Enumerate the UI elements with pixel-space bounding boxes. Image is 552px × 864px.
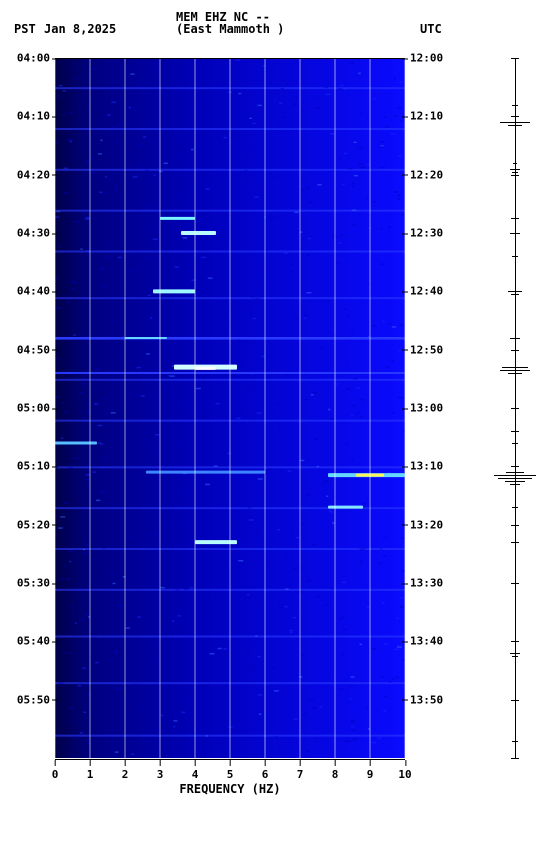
x-tick: 0 bbox=[52, 768, 59, 781]
spectrogram-plot bbox=[55, 58, 405, 758]
spectrogram-canvas bbox=[55, 58, 405, 758]
y-right-tick: 13:10 bbox=[410, 460, 460, 473]
trace-spike bbox=[511, 294, 519, 295]
trace-spike bbox=[502, 367, 528, 368]
trace-spike bbox=[512, 105, 518, 106]
x-tick: 8 bbox=[332, 768, 339, 781]
trace-tick bbox=[511, 700, 519, 701]
y-right-tick: 12:10 bbox=[410, 110, 460, 123]
trace-tick bbox=[511, 233, 519, 234]
trace-spike bbox=[511, 542, 519, 543]
x-tick: 9 bbox=[367, 768, 374, 781]
trace-spike bbox=[500, 370, 530, 371]
trace-spike bbox=[513, 163, 517, 164]
y-right-tick: 13:30 bbox=[410, 577, 460, 590]
x-axis-label: FREQUENCY (HZ) bbox=[55, 782, 405, 796]
y-left-tick: 04:50 bbox=[0, 343, 50, 356]
y-right-tick: 12:20 bbox=[410, 168, 460, 181]
y-right-tick: 13:20 bbox=[410, 518, 460, 531]
trace-tick bbox=[511, 175, 519, 176]
y-right-tick: 12:50 bbox=[410, 343, 460, 356]
y-left-tick: 05:00 bbox=[0, 402, 50, 415]
trace-spike bbox=[512, 172, 518, 173]
tz-right-label: UTC bbox=[420, 22, 442, 36]
x-tick: 7 bbox=[297, 768, 304, 781]
trace-spike bbox=[508, 125, 522, 126]
trace-tick bbox=[511, 116, 519, 117]
tz-left-label: PST bbox=[14, 22, 36, 36]
trace-spike bbox=[510, 338, 520, 339]
y-left-tick: 04:10 bbox=[0, 110, 50, 123]
trace-tick bbox=[511, 58, 519, 59]
trace-spike bbox=[512, 507, 518, 508]
x-tick: 2 bbox=[122, 768, 129, 781]
y-left-tick: 04:30 bbox=[0, 227, 50, 240]
y-right-tick: 13:40 bbox=[410, 635, 460, 648]
trace-tick bbox=[511, 583, 519, 584]
y-left-tick: 04:00 bbox=[0, 52, 50, 65]
x-tick: 5 bbox=[227, 768, 234, 781]
y-right-tick: 12:30 bbox=[410, 227, 460, 240]
x-tick: 4 bbox=[192, 768, 199, 781]
y-left-tick: 05:10 bbox=[0, 460, 50, 473]
trace-tick bbox=[511, 758, 519, 759]
trace-tick bbox=[511, 408, 519, 409]
y-right-tick: 13:00 bbox=[410, 402, 460, 415]
y-right-tick: 12:00 bbox=[410, 52, 460, 65]
trace-spike bbox=[512, 256, 518, 257]
y-left-tick: 05:30 bbox=[0, 577, 50, 590]
trace-spike bbox=[510, 169, 520, 170]
trace-tick bbox=[511, 525, 519, 526]
trace-spike bbox=[512, 656, 518, 657]
x-tick: 1 bbox=[87, 768, 94, 781]
trace-spike bbox=[510, 653, 520, 654]
trace-spike bbox=[510, 484, 520, 485]
y-left-tick: 04:20 bbox=[0, 168, 50, 181]
y-left-tick: 05:50 bbox=[0, 693, 50, 706]
trace-spike bbox=[508, 373, 522, 374]
y-axis-right: 12:0012:1012:2012:3012:4012:5013:0013:10… bbox=[410, 58, 460, 758]
x-tick: 10 bbox=[398, 768, 411, 781]
seismogram-trace bbox=[490, 58, 540, 758]
trace-spike bbox=[511, 218, 519, 219]
trace-tick bbox=[511, 291, 519, 292]
y-left-tick: 05:40 bbox=[0, 635, 50, 648]
y-right-tick: 12:40 bbox=[410, 285, 460, 298]
y-right-tick: 13:50 bbox=[410, 693, 460, 706]
trace-spike bbox=[500, 122, 530, 123]
trace-spike bbox=[498, 478, 532, 479]
trace-spike bbox=[512, 741, 518, 742]
trace-spike bbox=[505, 481, 525, 482]
x-tick: 3 bbox=[157, 768, 164, 781]
trace-spike bbox=[494, 475, 536, 476]
trace-tick bbox=[511, 350, 519, 351]
trace-spike bbox=[511, 431, 519, 432]
y-axis-left: 04:0004:1004:2004:3004:4004:5005:0005:10… bbox=[0, 58, 50, 758]
location-label: (East Mammoth ) bbox=[176, 22, 284, 36]
trace-spike bbox=[512, 443, 518, 444]
trace-tick bbox=[511, 641, 519, 642]
x-tick: 6 bbox=[262, 768, 269, 781]
date-label: Jan 8,2025 bbox=[44, 22, 116, 36]
trace-tick bbox=[511, 466, 519, 467]
y-left-tick: 05:20 bbox=[0, 518, 50, 531]
trace-spike bbox=[506, 472, 524, 473]
y-left-tick: 04:40 bbox=[0, 285, 50, 298]
